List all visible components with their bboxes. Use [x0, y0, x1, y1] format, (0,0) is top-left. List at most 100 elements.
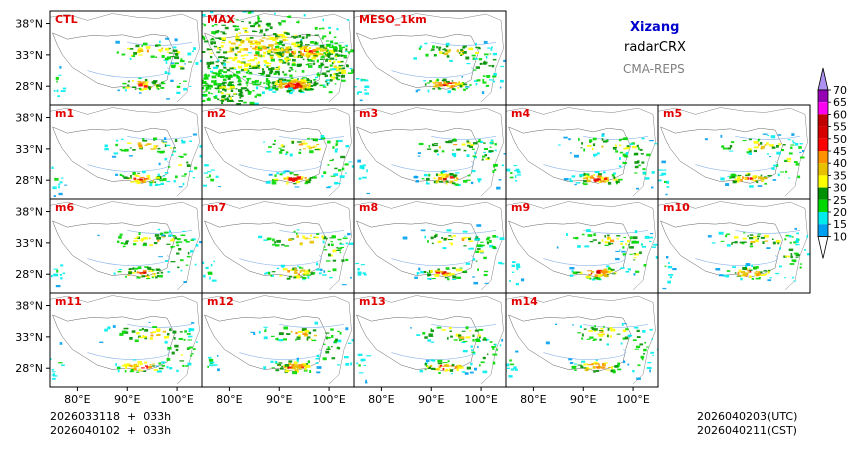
echo-cell [472, 155, 476, 158]
echo-cell [322, 357, 327, 361]
echo-cell [217, 29, 220, 32]
echo-cell [156, 86, 158, 89]
echo-cell [704, 138, 708, 141]
echo-cell [183, 80, 187, 82]
echo-cell [556, 246, 559, 249]
echo-cell [301, 140, 306, 142]
echo-cell [418, 142, 424, 146]
echo-cell [351, 165, 354, 168]
echo-cell [157, 147, 161, 150]
echo-cell [601, 330, 604, 333]
echo-cell [757, 237, 760, 240]
echo-cell [221, 75, 224, 77]
echo-cell [265, 78, 269, 81]
echo-cell [226, 100, 232, 102]
echo-cell [303, 369, 308, 372]
echo-cell [238, 39, 242, 42]
echo-cell [667, 265, 673, 269]
echo-cell [253, 42, 259, 45]
echo-cell [438, 88, 442, 90]
echo-cell [338, 64, 344, 67]
echo-cell [58, 74, 62, 76]
echo-cell [254, 95, 257, 98]
echo-cell [613, 176, 616, 180]
echo-cell [634, 152, 639, 156]
echo-cell [740, 274, 745, 277]
echo-cell [515, 283, 519, 286]
echo-cell [725, 183, 730, 186]
echo-cell [757, 185, 763, 187]
echo-cell [269, 44, 274, 47]
echo-cell [417, 152, 421, 154]
echo-cell [475, 66, 480, 69]
echo-cell [577, 245, 581, 248]
echo-cell [154, 234, 160, 237]
echo-cell [278, 339, 284, 342]
echo-cell [294, 78, 298, 82]
echo-cell [286, 59, 291, 61]
echo-cell [350, 276, 352, 279]
echo-cell [217, 83, 222, 86]
echo-cell [489, 341, 493, 343]
echo-cell [303, 270, 309, 272]
echo-cell [285, 59, 288, 63]
echo-cell [132, 267, 135, 270]
echo-cell [458, 269, 463, 272]
echo-cell [436, 326, 442, 329]
echo-cell [145, 46, 151, 49]
echo-cell [343, 57, 348, 59]
echo-cell [636, 336, 641, 338]
echo-cell [452, 149, 454, 151]
echo-cell [443, 238, 447, 241]
echo-cell [302, 332, 308, 335]
panel-m3: m3 [353, 104, 507, 200]
echo-cell [272, 243, 276, 246]
echo-cell [777, 242, 780, 245]
echo-cell [220, 19, 223, 22]
echo-cell [308, 82, 311, 86]
echo-cell [250, 41, 253, 44]
echo-cell [305, 363, 308, 365]
echo-cell [270, 274, 273, 277]
echo-cell [238, 100, 244, 102]
echo-cell [262, 55, 266, 58]
echo-cell [272, 86, 275, 90]
echo-cell [620, 242, 623, 245]
echo-cell [118, 235, 122, 239]
echo-cell [632, 242, 635, 244]
echo-cell [434, 149, 439, 152]
echo-cell [257, 17, 261, 20]
echo-cell [256, 41, 261, 44]
echo-cell [223, 57, 229, 60]
echo-cell [137, 142, 142, 146]
echo-cell [259, 48, 263, 51]
echo-cell [662, 169, 667, 171]
echo-cell [209, 174, 211, 178]
echo-cell [228, 57, 233, 60]
echo-cell [468, 237, 472, 241]
echo-cell [344, 172, 347, 174]
echo-cell [161, 140, 164, 142]
echo-cell [180, 354, 184, 356]
echo-cell [793, 252, 799, 255]
echo-cell [316, 262, 319, 266]
echo-cell [452, 267, 456, 270]
echo-cell [256, 83, 260, 85]
echo-cell [296, 36, 299, 38]
echo-cell [602, 171, 606, 174]
echo-cell [209, 85, 213, 88]
echo-cell [574, 363, 578, 365]
echo-cell [313, 145, 317, 147]
echo-cell [156, 328, 161, 331]
echo-cell [641, 357, 644, 361]
echo-cell [569, 274, 574, 277]
echo-cell [150, 148, 156, 150]
echo-cell [764, 182, 767, 185]
echo-cell [741, 180, 743, 182]
echo-cell [183, 87, 187, 91]
echo-cell [755, 266, 759, 269]
echo-cell [293, 45, 297, 47]
echo-cell [53, 195, 56, 198]
echo-cell [342, 237, 348, 240]
echo-cell [280, 34, 284, 36]
